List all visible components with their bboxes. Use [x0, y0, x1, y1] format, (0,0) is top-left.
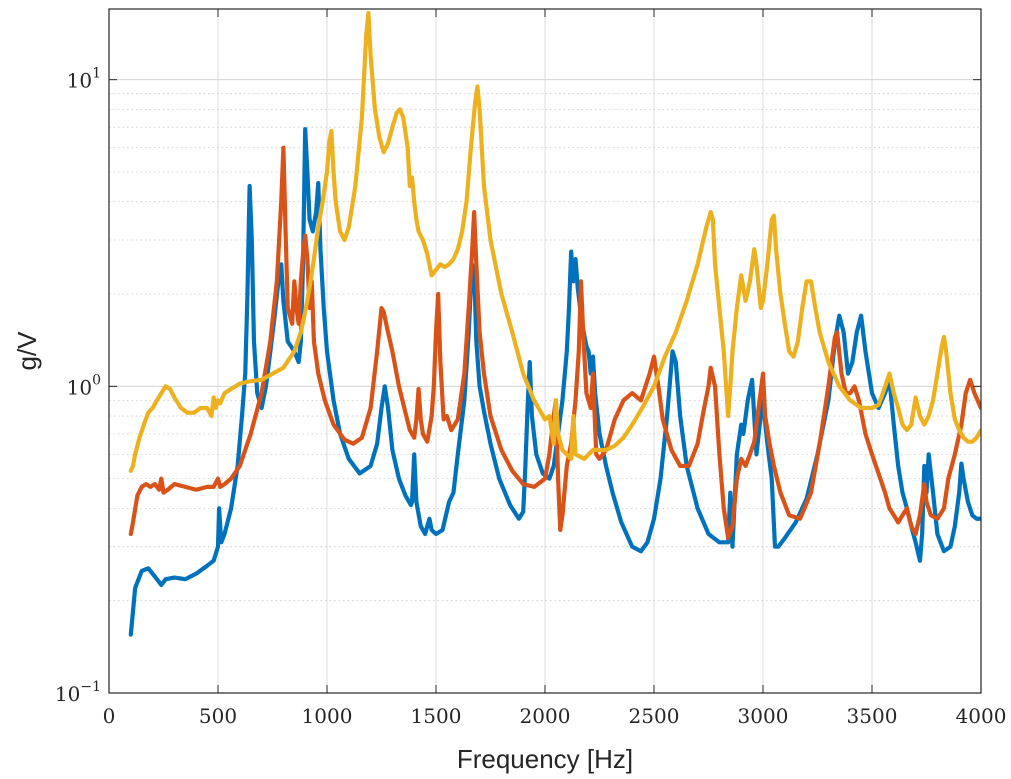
y-axis-title: g/V [12, 331, 42, 371]
x-tick-label: 3000 [738, 704, 789, 728]
y-tick-label: 10−1 [55, 679, 101, 706]
series-line-1 [128, 126, 981, 637]
x-tick-label: 2500 [629, 704, 680, 728]
x-tick-label: 3500 [847, 704, 898, 728]
y-tick-label: 101 [67, 66, 101, 93]
x-axis-title: Frequency [Hz] [457, 744, 633, 774]
x-tick-label: 2000 [520, 704, 571, 728]
series-group [128, 10, 981, 637]
x-tick-label: 1500 [411, 704, 462, 728]
y-tick-label: 100 [67, 372, 101, 399]
y-axis: 10−1 100 101 [55, 66, 981, 706]
x-tick-label: 4000 [956, 704, 1007, 728]
series-line-3 [128, 10, 981, 473]
x-tick-label: 500 [199, 704, 237, 728]
x-axis: 0 500 1000 1500 2000 2500 3000 3500 4000 [103, 9, 1007, 728]
x-tick-label: 0 [103, 704, 116, 728]
x-tick-label: 1000 [302, 704, 353, 728]
